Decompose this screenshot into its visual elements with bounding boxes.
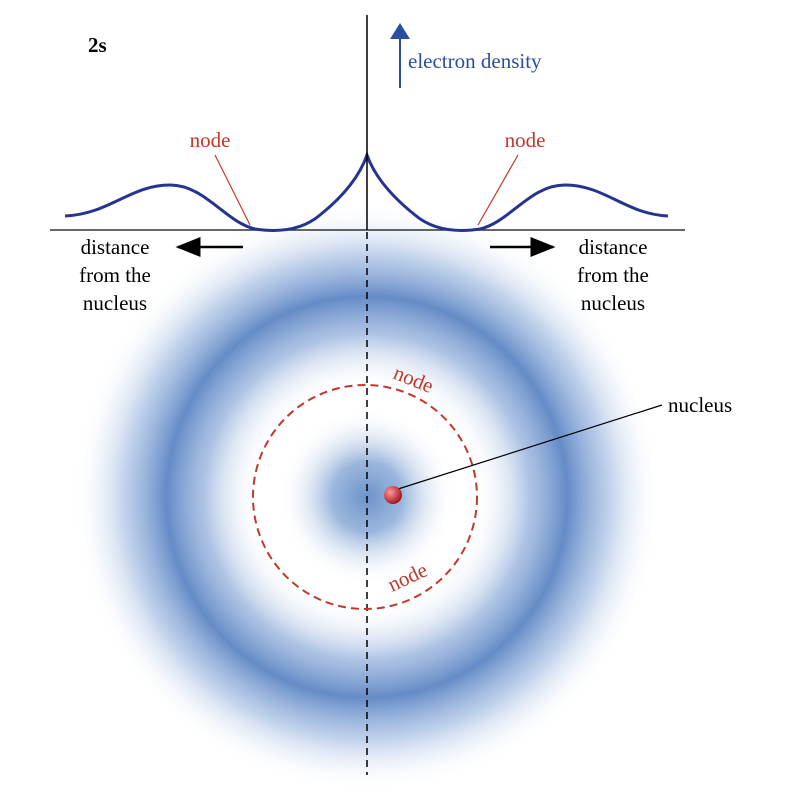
node-label: node	[190, 128, 231, 152]
distance-label: distance	[81, 235, 150, 259]
nucleus	[384, 486, 402, 504]
distance-label: distance	[579, 235, 648, 259]
diagram: electron density 2s node node distance f…	[0, 0, 800, 802]
nucleus-label: nucleus	[668, 393, 732, 417]
node-pointer	[478, 155, 518, 225]
orbital-label: 2s	[88, 33, 107, 57]
distance-label: from the	[79, 263, 151, 287]
distance-label: from the	[577, 263, 649, 287]
node-pointer	[215, 155, 250, 225]
axis-label: electron density	[408, 49, 542, 73]
node-label: node	[505, 128, 546, 152]
distance-label: nucleus	[581, 291, 645, 315]
page: electron density 2s node node distance f…	[0, 0, 800, 802]
distance-label: nucleus	[83, 291, 147, 315]
